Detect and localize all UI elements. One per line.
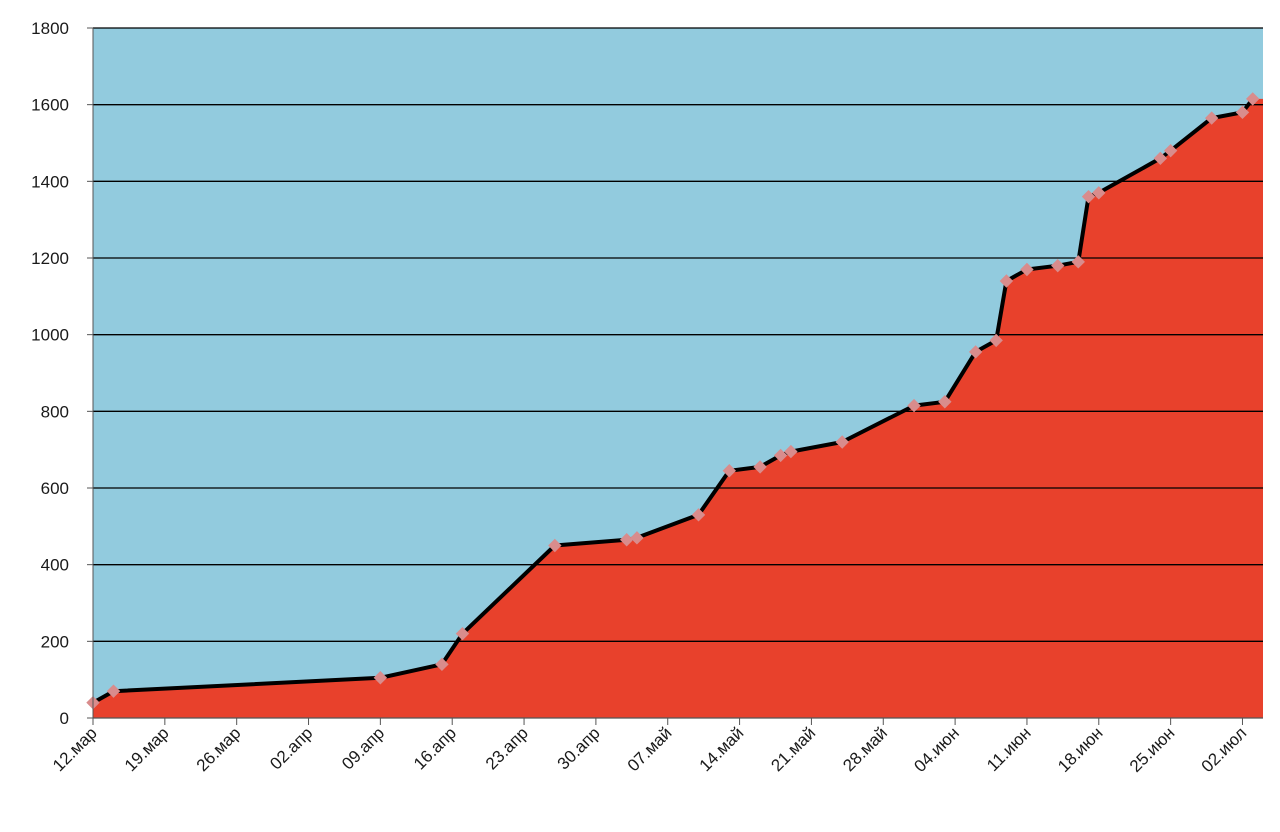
data-point <box>1081 189 1096 204</box>
y-tick-label: 0 <box>60 709 69 728</box>
data-point <box>1163 143 1178 158</box>
data-point <box>784 444 798 459</box>
data-point <box>373 671 388 685</box>
x-tick-label: 14.май <box>696 723 748 775</box>
x-tick-label: 25.июн <box>1126 723 1179 776</box>
data-point <box>1204 111 1219 125</box>
x-tick-label: 19.мар <box>121 723 173 775</box>
x-tick-label: 02.июл <box>1198 723 1251 776</box>
data-point <box>455 626 470 641</box>
x-tick-label: 09.апр <box>338 723 388 773</box>
x-tick-label: 02.апр <box>266 723 316 773</box>
y-axis: 0 200 400 600 800 1000 1200 1400 1600 1800 <box>31 19 94 728</box>
data-point <box>999 274 1014 288</box>
data-point <box>630 531 644 545</box>
gridlines <box>93 27 1263 642</box>
x-tick-label: 18.июн <box>1054 723 1107 776</box>
x-tick-label: 04.июн <box>910 723 963 776</box>
data-point <box>106 684 121 698</box>
data-point <box>938 395 952 409</box>
x-tick-label: 07.май <box>624 723 676 775</box>
y-tick-label: 1800 <box>31 19 69 38</box>
y-tick-label: 800 <box>41 402 69 421</box>
data-point <box>835 435 849 449</box>
data-point <box>1092 186 1106 200</box>
y-tick-label: 400 <box>41 556 69 575</box>
y-tick-label: 1000 <box>31 326 69 345</box>
x-tick-label: 28.май <box>839 723 891 775</box>
x-tick-label: 16.апр <box>410 723 460 773</box>
data-point <box>753 460 767 474</box>
x-axis: 12.мар 19.мар 26.мар 02.апр 09.апр 16.апр 23.а… <box>49 717 1263 776</box>
y-tick-label: 600 <box>41 479 69 498</box>
area-fill <box>93 98 1263 718</box>
y-tick-label: 200 <box>41 632 69 651</box>
data-point <box>1020 262 1034 277</box>
data-point <box>1071 255 1085 269</box>
data-point <box>1051 258 1065 273</box>
data-point <box>1235 105 1250 120</box>
data-point <box>989 333 1003 348</box>
x-tick-label: 30.апр <box>554 723 604 773</box>
data-point <box>1153 151 1168 166</box>
data-point <box>691 508 706 522</box>
data-point <box>548 538 562 553</box>
data-point <box>773 448 788 463</box>
data-point <box>1246 92 1260 106</box>
data-point <box>435 657 449 672</box>
x-tick-label: 23.апр <box>482 723 532 773</box>
x-tick-label: 21.май <box>767 723 819 775</box>
x-tick-label: 12.мар <box>49 723 101 775</box>
data-point <box>968 345 983 359</box>
y-tick-label: 1200 <box>31 249 69 268</box>
x-tick-label: 11.июн <box>983 723 1035 775</box>
x-tick-label: 26.мар <box>193 723 245 775</box>
y-tick-label: 1600 <box>31 96 69 115</box>
data-point <box>722 464 737 478</box>
y-tick-label: 1400 <box>31 172 69 191</box>
area-fill-layer <box>93 98 1263 718</box>
data-point <box>907 398 921 413</box>
